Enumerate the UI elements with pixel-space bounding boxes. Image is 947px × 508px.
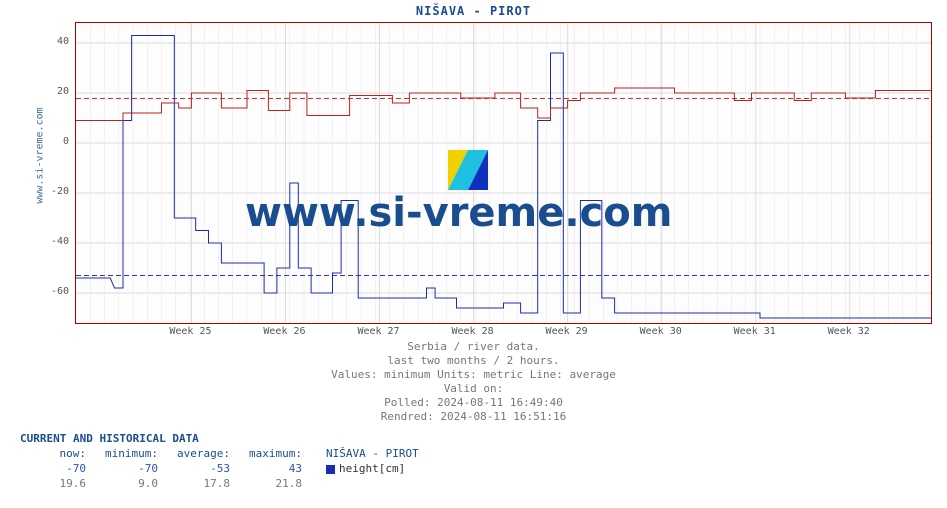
watermark-logo-icon	[448, 150, 488, 190]
y-tick-label: 40	[29, 36, 69, 47]
x-tick-label: Week 29	[546, 326, 588, 337]
chart-svg	[76, 23, 931, 323]
y-tick-label: -40	[29, 236, 69, 247]
legend-swatch-icon	[326, 465, 335, 474]
x-tick-label: Week 27	[357, 326, 399, 337]
meta-line: Serbia / river data.	[0, 340, 947, 354]
chart-title: NIŠAVA - PIROT	[0, 4, 947, 18]
y-axis-label: www.si-vreme.com	[35, 96, 46, 216]
meta-line: Valid on:	[0, 382, 947, 396]
col-max: maximum:	[238, 447, 308, 460]
gray-max: 21.8	[238, 477, 308, 490]
col-avg: average:	[166, 447, 236, 460]
col-min: minimum:	[94, 447, 164, 460]
blue-min: -70	[94, 462, 164, 475]
x-tick-label: Week 31	[734, 326, 776, 337]
blue-avg: -53	[166, 462, 236, 475]
meta-line: Rendred: 2024-08-11 16:51:16	[0, 410, 947, 424]
x-tick-label: Week 28	[451, 326, 493, 337]
series-label: NIŠAVA - PIROT	[310, 447, 425, 460]
legend-text: height[cm]	[339, 462, 405, 475]
gray-min: 9.0	[94, 477, 164, 490]
y-tick-label: 0	[29, 136, 69, 147]
meta-line: Values: minimum Units: metric Line: aver…	[0, 368, 947, 382]
gray-avg: 17.8	[166, 477, 236, 490]
x-tick-label: Week 26	[263, 326, 305, 337]
data-table: now: minimum: average: maximum: NIŠAVA -…	[20, 445, 427, 492]
data-block: CURRENT AND HISTORICAL DATA now: minimum…	[20, 432, 427, 492]
meta-line: Polled: 2024-08-11 16:49:40	[0, 396, 947, 410]
chart-plot	[75, 22, 932, 324]
meta-line: last two months / 2 hours.	[0, 354, 947, 368]
gray-now: 19.6	[22, 477, 92, 490]
legend-item: height[cm]	[310, 462, 425, 475]
y-tick-label: 20	[29, 86, 69, 97]
blue-max: 43	[238, 462, 308, 475]
col-now: now:	[22, 447, 92, 460]
x-tick-label: Week 32	[828, 326, 870, 337]
blue-now: -70	[22, 462, 92, 475]
x-tick-label: Week 30	[640, 326, 682, 337]
y-tick-label: -60	[29, 286, 69, 297]
x-tick-label: Week 25	[169, 326, 211, 337]
data-header: CURRENT AND HISTORICAL DATA	[20, 432, 427, 445]
y-tick-label: -20	[29, 186, 69, 197]
chart-metadata: Serbia / river data. last two months / 2…	[0, 340, 947, 424]
